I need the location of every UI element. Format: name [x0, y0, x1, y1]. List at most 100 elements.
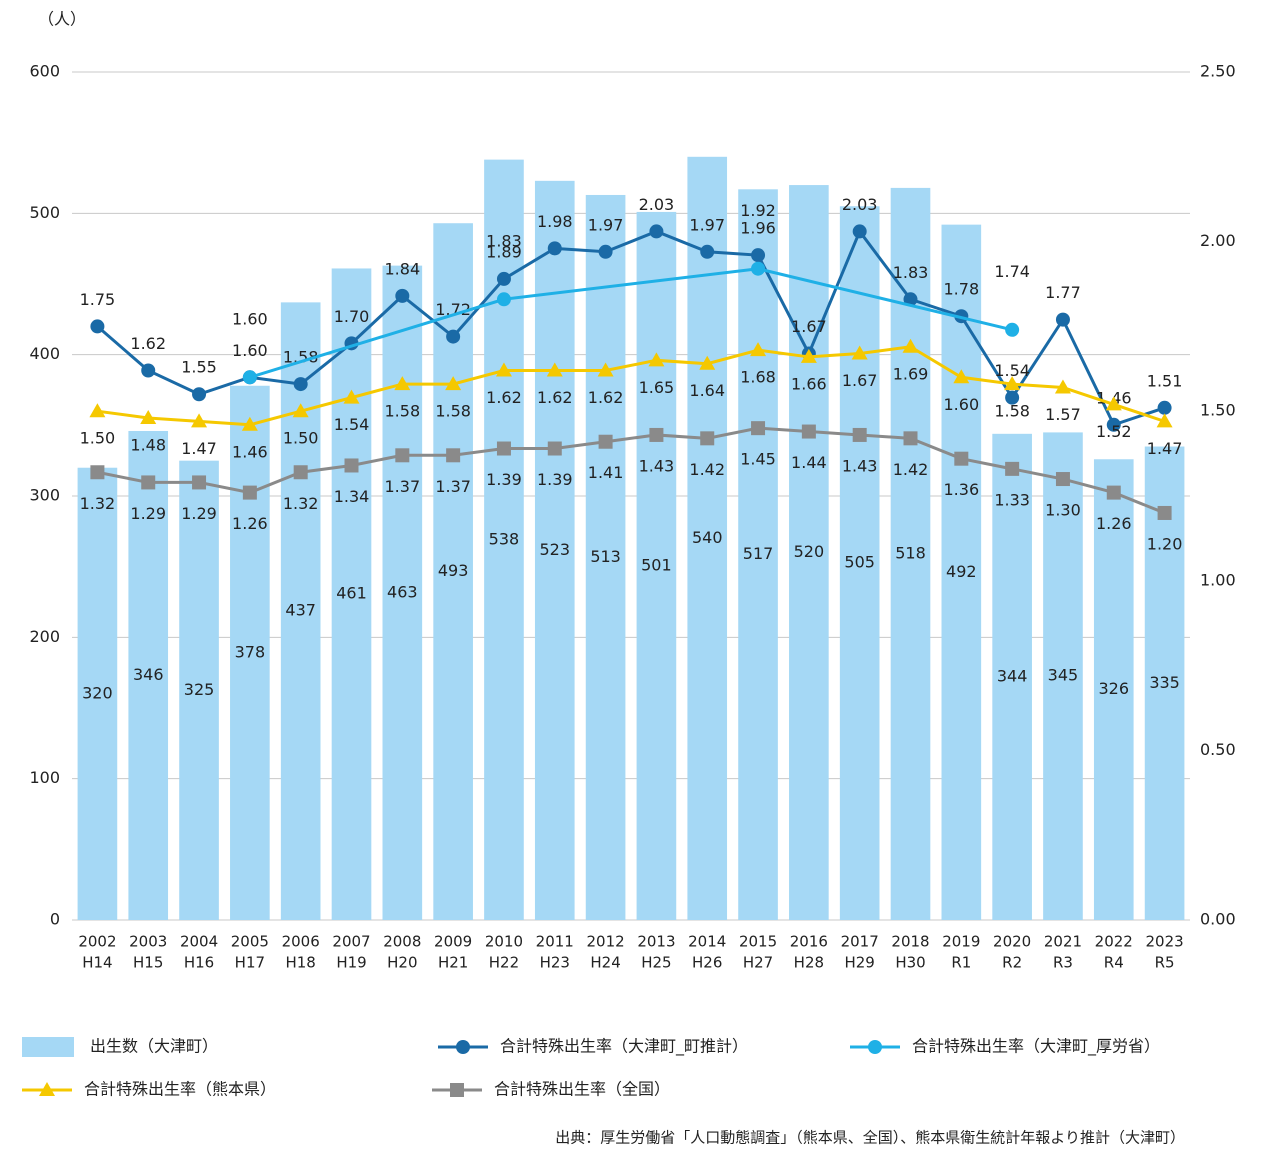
value-label: 1.83 — [893, 263, 929, 282]
point — [1157, 505, 1172, 520]
value-label: 1.89 — [486, 242, 522, 261]
point — [1004, 376, 1021, 391]
x-tick-sublabel: H17 — [235, 954, 265, 972]
point — [852, 224, 867, 239]
bar-value-label: 540 — [692, 528, 723, 547]
x-tick-label: 2010 — [485, 933, 523, 951]
value-label: 1.47 — [181, 439, 217, 458]
bar — [382, 265, 423, 920]
x-tick-label: 2013 — [637, 933, 675, 951]
legend-label: 出生数（大津町） — [90, 1037, 218, 1056]
y2-tick-label: 0.00 — [1200, 910, 1236, 929]
source: 出典：厚生労働省「人口動態調査」（熊本県、全国）、熊本県衛生統計年報より推計（大… — [555, 1129, 1185, 1147]
legend-label: 合計特殊出生率（大津町_厚労省） — [912, 1037, 1160, 1057]
value-label: 1.29 — [130, 504, 166, 523]
point — [1005, 390, 1020, 405]
y2-tick-label: 1.00 — [1200, 570, 1236, 589]
x-tick-label: 2023 — [1145, 933, 1183, 951]
bar — [534, 180, 575, 920]
value-label: 1.96 — [740, 219, 776, 238]
bar — [128, 430, 169, 920]
point — [801, 424, 816, 439]
x-tick-sublabel: H30 — [895, 954, 925, 972]
x-tick-sublabel: H21 — [438, 954, 468, 972]
bar-value-label: 345 — [1048, 666, 1079, 685]
y2-tick-label: 0.50 — [1200, 740, 1236, 759]
value-label: 1.70 — [334, 307, 370, 326]
point — [699, 355, 716, 370]
point — [649, 427, 664, 442]
bar-value-label: 505 — [844, 553, 875, 572]
point — [598, 244, 613, 259]
x-tick-label: 2003 — [129, 933, 167, 951]
value-label: 1.26 — [1096, 514, 1132, 533]
value-label: 1.54 — [994, 361, 1030, 380]
bar-value-label: 346 — [133, 665, 164, 684]
value-label: 1.39 — [486, 470, 522, 489]
x-tick-label: 2012 — [586, 933, 624, 951]
bar-value-label: 463 — [387, 582, 418, 601]
point — [395, 448, 410, 463]
point — [496, 441, 511, 456]
point — [852, 427, 867, 442]
bar — [77, 467, 118, 920]
value-label: 1.45 — [740, 450, 776, 469]
point — [1106, 417, 1121, 432]
point — [1005, 322, 1020, 337]
y2-tick-label: 1.50 — [1200, 401, 1236, 420]
point — [89, 403, 106, 418]
point — [242, 370, 257, 385]
value-label: 1.26 — [232, 514, 268, 533]
value-label: 1.44 — [791, 453, 827, 472]
value-label: 1.60 — [944, 395, 980, 414]
x-tick-label: 2006 — [282, 933, 320, 951]
line — [249, 267, 1013, 379]
value-label: 1.46 — [232, 442, 268, 461]
bar — [839, 206, 880, 920]
bar — [687, 156, 728, 921]
point — [446, 448, 461, 463]
bar — [992, 433, 1032, 920]
bar-value-label: 518 — [895, 543, 926, 562]
point — [141, 475, 156, 490]
value-label: 1.42 — [689, 460, 725, 479]
y2-tick-label: 2.00 — [1200, 231, 1236, 250]
value-label: 1.32 — [283, 494, 319, 513]
value-label: 1.72 — [435, 300, 471, 319]
x-tick-sublabel: H25 — [641, 954, 671, 972]
value-label: 1.47 — [1147, 439, 1183, 458]
point — [1055, 472, 1070, 487]
x-tick-sublabel: R2 — [1002, 954, 1022, 972]
value-label: 1.54 — [334, 415, 370, 434]
x-tick-sublabel: H29 — [844, 954, 874, 972]
x-tick-label: 2018 — [891, 933, 929, 951]
point — [90, 319, 105, 334]
x-tick-sublabel: H14 — [82, 954, 112, 972]
point — [750, 342, 767, 357]
bar — [179, 460, 219, 920]
y-tick-label: 100 — [29, 768, 60, 787]
point — [191, 413, 208, 428]
y-tick-label: 300 — [29, 486, 60, 505]
x-tick-sublabel: R5 — [1155, 954, 1175, 972]
point — [192, 387, 207, 402]
bar — [636, 211, 677, 921]
x-tick-label: 2002 — [78, 933, 116, 951]
bar-value-label: 326 — [1098, 679, 1129, 698]
value-label: 1.74 — [994, 262, 1030, 281]
bar — [1043, 432, 1083, 920]
point — [649, 224, 664, 239]
point — [751, 261, 766, 276]
bar-value-label: 501 — [641, 555, 672, 574]
point — [1054, 379, 1071, 394]
point — [446, 329, 461, 344]
y-tick-label: 0 — [50, 910, 60, 929]
value-label: 1.52 — [1096, 422, 1132, 441]
bar-value-label: 492 — [946, 562, 977, 581]
point — [344, 458, 359, 473]
value-label: 1.34 — [334, 487, 370, 506]
bar — [941, 224, 982, 920]
point — [1105, 396, 1122, 411]
value-label: 1.67 — [791, 317, 827, 336]
value-label: 1.41 — [588, 463, 624, 482]
